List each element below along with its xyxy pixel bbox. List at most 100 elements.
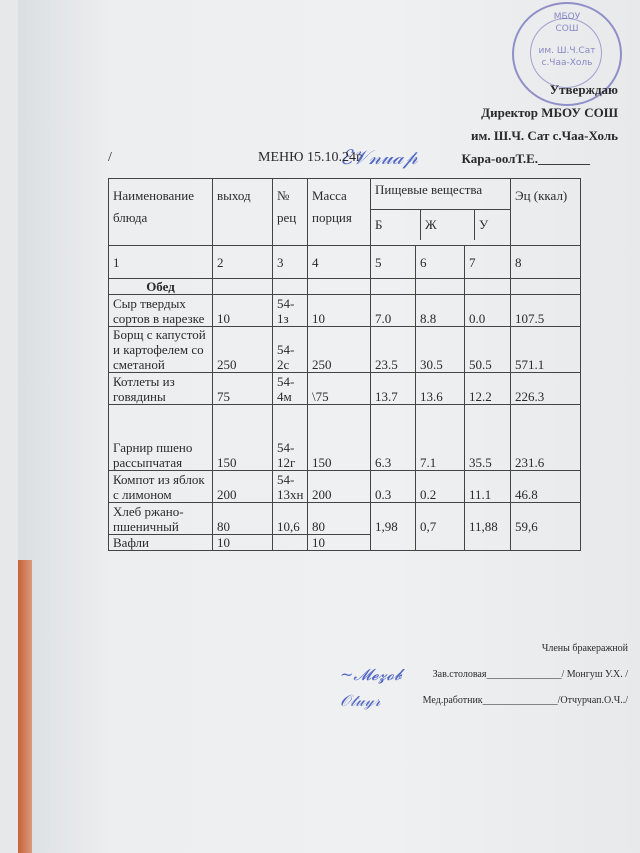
cell-output: 200: [212, 470, 273, 503]
cell-recipe: 54-1з: [272, 294, 308, 327]
table-header: Наименование блюда выход № рец Масса пор…: [108, 178, 581, 246]
cell-b: 0.3: [370, 470, 416, 503]
cell-mass: 200: [307, 470, 371, 503]
table-row: Котлеты из говядины 75 54-4м \75 13.7 13.6 12.…: [108, 372, 581, 405]
cell-zh: 7.1: [415, 404, 465, 471]
director-name: Кара-оолТ.Е.: [461, 151, 538, 166]
cell-b: 13.7: [370, 372, 416, 405]
commission-block: Члены бракеражной Зав.столовая__________…: [423, 636, 628, 714]
official-stamp: МБОУ СОШ им. Ш.Ч.Сат с.Чаа-Холь: [512, 2, 622, 106]
title-slash: /: [108, 150, 112, 165]
cell-output: 150: [212, 404, 273, 471]
approval-line: Директор МБОУ СОШ: [481, 105, 618, 120]
cell-kcal: 46.8: [510, 470, 581, 503]
column-number: 1: [108, 245, 213, 279]
cell-recipe: [272, 534, 308, 551]
table-row: Вафли 10 10: [108, 534, 581, 551]
page-title: / МЕНЮ 15.10.24г: [108, 150, 362, 166]
cell-name: Хлеб ржано-пшеничный: [108, 502, 213, 535]
cell-name: Вафли: [108, 534, 213, 551]
cell-u: 35.5: [464, 404, 511, 471]
column-number: 8: [510, 245, 581, 279]
cell-name: Борщ с капустой и картофелем со сметаной: [108, 326, 213, 373]
cell-kcal: 571.1: [510, 326, 581, 373]
cell-mass: \75: [307, 372, 371, 405]
cell-u: 11.1: [464, 470, 511, 503]
cell-mass: 150: [307, 404, 371, 471]
cell-zh: 0,7: [415, 502, 465, 551]
approval-line: им. Ш.Ч. Сат с.Чаа-Холь: [471, 128, 618, 143]
cell-recipe: 54-2с: [272, 326, 308, 373]
cell-mass: 250: [307, 326, 371, 373]
header-nutrients: Пищевые вещества Б Ж У: [370, 178, 511, 246]
cell-mass: 10: [307, 534, 371, 551]
stamp-text: СОШ: [555, 24, 579, 34]
stamp-text: им. Ш.Ч.Сат: [538, 46, 596, 56]
menu-table: Наименование блюда выход № рец Масса пор…: [108, 178, 581, 551]
table-row: Гарнир пшено рассыпчатая 150 54-12г 150 6.3 7…: [108, 404, 581, 471]
column-number: 2: [212, 245, 273, 279]
commission-line: Зав.столовая_______________/ Монгуш У.Х.…: [432, 669, 628, 680]
menu-title: МЕНЮ 15.10.24г: [258, 150, 362, 165]
header-protein: Б: [371, 210, 421, 240]
commission-line: Мед.работник_______________/Отчурчап.О.Ч…: [422, 695, 628, 706]
column-number: 7: [464, 245, 511, 279]
table-row: Хлеб ржано-пшеничный 80 10,6 80 1,98 0,7 11,88…: [108, 502, 581, 551]
cell-name: Компот из яблок с лимоном: [108, 470, 213, 503]
cell-kcal: 226.3: [510, 372, 581, 405]
column-numbers-row: 1 2 3 4 5 6 7 8: [108, 245, 581, 279]
cell-output: 80: [212, 502, 273, 535]
header-carbs: У: [479, 217, 489, 232]
header-name: Наименование блюда: [108, 178, 213, 246]
cell-output: 10: [212, 294, 273, 327]
cell-kcal: 59,6: [510, 502, 581, 551]
cell-output: 250: [212, 326, 273, 373]
column-number: 6: [415, 245, 465, 279]
stamp-text: с.Чаа-Холь: [541, 58, 593, 68]
cell-b: 23.5: [370, 326, 416, 373]
cell-b: 6.3: [370, 404, 416, 471]
cell-recipe: 54-12г: [272, 404, 308, 471]
cell-b: 1,98: [370, 502, 416, 551]
header-fat: Ж: [421, 210, 475, 240]
approval-block: Утверждаю Директор МБОУ СОШ им. Ш.Ч. Сат…: [462, 78, 618, 170]
column-number: 3: [272, 245, 308, 279]
column-number: 4: [307, 245, 371, 279]
cell-mass: 80: [307, 502, 371, 535]
cell-zh: 0.2: [415, 470, 465, 503]
cell-name: Котлеты из говядины: [108, 372, 213, 405]
role: Мед.работник: [422, 695, 483, 706]
cell-zh: 30.5: [415, 326, 465, 373]
table-row: Сыр твердых сортов в нарезке 10 54-1з 10 7.0…: [108, 294, 581, 327]
header-recipe: № рец: [272, 178, 308, 246]
director-signature: ℰ𝒱𝓃𝓊𝒶𝓅: [340, 145, 418, 169]
table-row: Компот из яблок с лимоном 200 54-13хн 200 0.…: [108, 470, 581, 503]
approval-line: Кара-оолТ.Е.________: [461, 151, 590, 166]
table-row: Борщ с капустой и картофелем со сметаной…: [108, 326, 581, 373]
section-row: Обед: [108, 278, 581, 295]
stamp-text: МБОУ: [553, 12, 581, 22]
cell-output: 10: [212, 534, 273, 551]
column-number: 5: [370, 245, 416, 279]
cell-output: 75: [212, 372, 273, 405]
cell-kcal: 231.6: [510, 404, 581, 471]
cell-u: 0.0: [464, 294, 511, 327]
commission-title: Члены бракеражной: [541, 643, 628, 654]
role: Зав.столовая: [432, 669, 487, 680]
cell-zh: 8.8: [415, 294, 465, 327]
background-edge: [18, 560, 32, 853]
member-name: /Отчурчап.О.Ч../: [557, 695, 628, 706]
section-label: Обед: [108, 278, 213, 295]
signature-canteen-head: ~𝓜𝓮𝔃𝓸𝓫: [340, 665, 403, 684]
cell-u: 12.2: [464, 372, 511, 405]
cell-recipe: 10,6: [272, 502, 308, 535]
nutrients-label: Пищевые вещества: [371, 179, 510, 210]
cell-kcal: 107.5: [510, 294, 581, 327]
approval-line: Утверждаю: [549, 82, 618, 97]
signature-medic: 𝒪𝓉𝓊𝓎𝓇: [340, 691, 381, 710]
cell-mass: 10: [307, 294, 371, 327]
cell-name: Гарнир пшено рассыпчатая: [108, 404, 213, 471]
cell-zh: 13.6: [415, 372, 465, 405]
cell-name: Сыр твердых сортов в нарезке: [108, 294, 213, 327]
header-output: выход: [212, 178, 273, 246]
